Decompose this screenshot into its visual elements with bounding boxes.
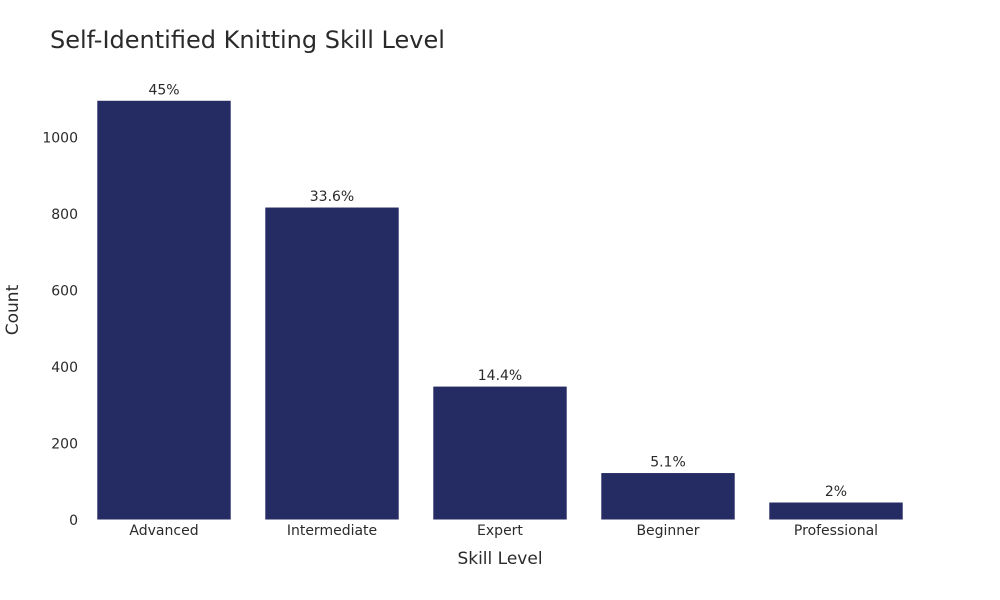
data-labels-group: 45% 33.6% 14.4% 5.1% 2% xyxy=(148,82,847,500)
bar-advanced xyxy=(96,99,232,521)
x-tick-label: Professional xyxy=(794,523,878,539)
bar-beginner xyxy=(600,472,736,521)
data-label-intermediate: 33.6% xyxy=(310,189,354,205)
data-label-beginner: 5.1% xyxy=(650,455,686,471)
data-label-advanced: 45% xyxy=(148,82,179,98)
chart-title: Self-Identified Knitting Skill Level xyxy=(50,26,445,54)
x-tick-label: Beginner xyxy=(636,523,699,539)
bar-intermediate xyxy=(264,206,400,521)
y-tick-label: 0 xyxy=(69,513,78,529)
x-tick-label: Intermediate xyxy=(287,523,377,539)
y-axis-ticks: 0 200 400 600 800 1000 xyxy=(42,130,78,529)
bar-expert xyxy=(432,385,568,521)
y-tick-label: 600 xyxy=(51,283,78,299)
x-tick-label: Advanced xyxy=(129,523,198,539)
y-tick-label: 200 xyxy=(51,436,78,452)
data-label-professional: 2% xyxy=(825,484,847,500)
bars-group xyxy=(96,99,904,521)
x-axis-title: Skill Level xyxy=(457,549,542,569)
data-label-expert: 14.4% xyxy=(478,368,522,384)
bar-professional xyxy=(768,501,904,521)
x-tick-label: Expert xyxy=(477,523,523,539)
y-axis-title: Count xyxy=(3,284,23,335)
y-tick-label: 800 xyxy=(51,207,78,223)
x-axis-ticks: Advanced Intermediate Expert Beginner Profes… xyxy=(129,523,878,539)
y-tick-label: 1000 xyxy=(42,130,78,146)
y-tick-label: 400 xyxy=(51,360,78,376)
